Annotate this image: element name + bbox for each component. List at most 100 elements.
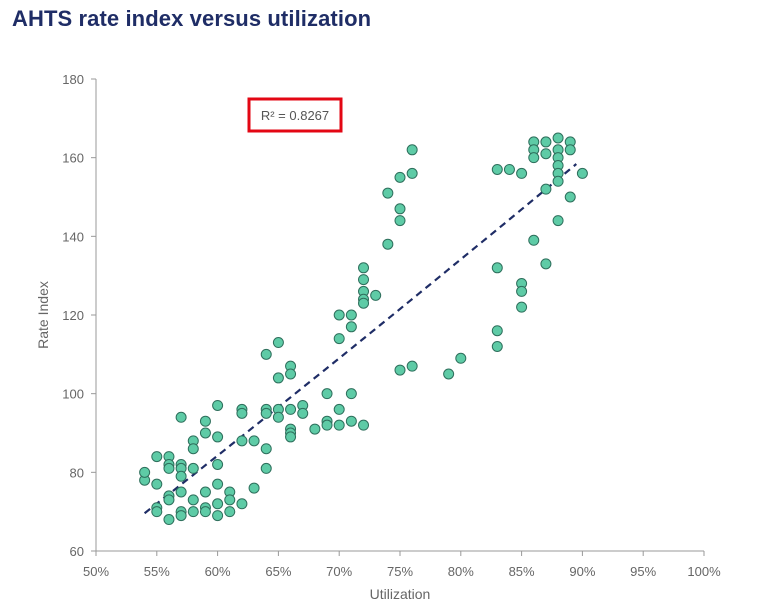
data-point xyxy=(540,183,552,195)
data-point xyxy=(297,407,309,419)
data-point xyxy=(540,258,552,270)
data-point xyxy=(151,506,163,518)
data-point xyxy=(224,494,236,506)
tick-labels: 50% 55% 60% 65% 70% 75% 80% 85% 90% 95% 100% 60 80 10… xyxy=(62,72,721,579)
y-tick-label: 80 xyxy=(70,465,84,480)
data-point xyxy=(309,423,321,435)
data-point xyxy=(272,337,284,349)
r-squared-label: R² = 0.8267 xyxy=(261,108,329,123)
y-tick-label: 120 xyxy=(62,308,84,323)
data-point xyxy=(406,360,418,372)
data-point xyxy=(321,419,333,431)
x-axis-title: Utilization xyxy=(370,586,431,602)
trendline xyxy=(143,163,578,515)
data-point xyxy=(528,152,540,164)
data-point xyxy=(528,234,540,246)
data-point xyxy=(564,191,576,203)
data-point xyxy=(406,167,418,179)
data-point xyxy=(564,144,576,156)
data-point xyxy=(199,415,211,427)
data-point xyxy=(175,486,187,498)
data-point xyxy=(285,431,297,443)
data-point xyxy=(285,368,297,380)
data-point xyxy=(163,494,175,506)
data-point xyxy=(175,411,187,423)
data-point xyxy=(406,144,418,156)
data-point xyxy=(212,399,224,411)
data-point xyxy=(236,407,248,419)
data-point xyxy=(382,238,394,250)
data-point xyxy=(333,403,345,415)
data-point xyxy=(333,309,345,321)
x-tick-label: 60% xyxy=(205,564,231,579)
data-point xyxy=(212,498,224,510)
data-point xyxy=(552,175,564,187)
data-point xyxy=(248,435,260,447)
axes xyxy=(91,78,705,556)
data-point xyxy=(163,462,175,474)
data-point xyxy=(139,466,151,478)
r-squared-box xyxy=(247,97,343,133)
data-point xyxy=(333,333,345,345)
data-point xyxy=(212,478,224,490)
data-point xyxy=(394,203,406,215)
data-point xyxy=(491,325,503,337)
data-point xyxy=(285,403,297,415)
data-point xyxy=(552,132,564,144)
data-point xyxy=(212,431,224,443)
data-point xyxy=(516,301,528,313)
x-tick-label: 80% xyxy=(448,564,474,579)
data-point xyxy=(491,262,503,274)
y-tick-label: 140 xyxy=(62,229,84,244)
data-point xyxy=(260,443,272,455)
data-point xyxy=(443,368,455,380)
x-tick-label: 95% xyxy=(630,564,656,579)
data-point xyxy=(358,274,370,286)
data-point xyxy=(358,297,370,309)
data-point xyxy=(503,163,515,175)
data-point xyxy=(358,419,370,431)
y-tick-label: 60 xyxy=(70,544,84,559)
x-tick-label: 70% xyxy=(326,564,352,579)
data-point xyxy=(345,321,357,333)
data-point xyxy=(199,427,211,439)
x-tick-label: 90% xyxy=(569,564,595,579)
data-point xyxy=(491,163,503,175)
data-point xyxy=(345,309,357,321)
chart-title: AHTS rate index versus utilization xyxy=(12,6,372,31)
data-point xyxy=(491,340,503,352)
data-point xyxy=(199,506,211,518)
y-axis-title: Rate Index xyxy=(35,281,51,349)
data-point xyxy=(394,364,406,376)
r-squared-annotation: R² = 0.8267 xyxy=(247,97,343,133)
data-point xyxy=(187,443,199,455)
y-tick-label: 180 xyxy=(62,72,84,87)
data-point xyxy=(382,187,394,199)
data-point xyxy=(175,470,187,482)
data-point xyxy=(321,388,333,400)
data-point xyxy=(394,171,406,183)
data-point xyxy=(358,262,370,274)
y-tick-label: 160 xyxy=(62,151,84,166)
data-point xyxy=(199,486,211,498)
data-points xyxy=(139,132,588,526)
data-point xyxy=(552,215,564,227)
data-point xyxy=(163,514,175,526)
data-point xyxy=(187,506,199,518)
y-tick-label: 100 xyxy=(62,387,84,402)
data-point xyxy=(370,289,382,301)
data-point xyxy=(260,348,272,360)
data-point xyxy=(345,388,357,400)
data-point xyxy=(540,148,552,160)
data-point xyxy=(455,352,467,364)
data-point xyxy=(260,407,272,419)
x-tick-label: 100% xyxy=(687,564,721,579)
data-point xyxy=(345,415,357,427)
data-point xyxy=(187,494,199,506)
data-point xyxy=(516,167,528,179)
x-tick-label: 50% xyxy=(83,564,109,579)
x-tick-label: 75% xyxy=(387,564,413,579)
data-point xyxy=(576,167,588,179)
data-point xyxy=(187,462,199,474)
